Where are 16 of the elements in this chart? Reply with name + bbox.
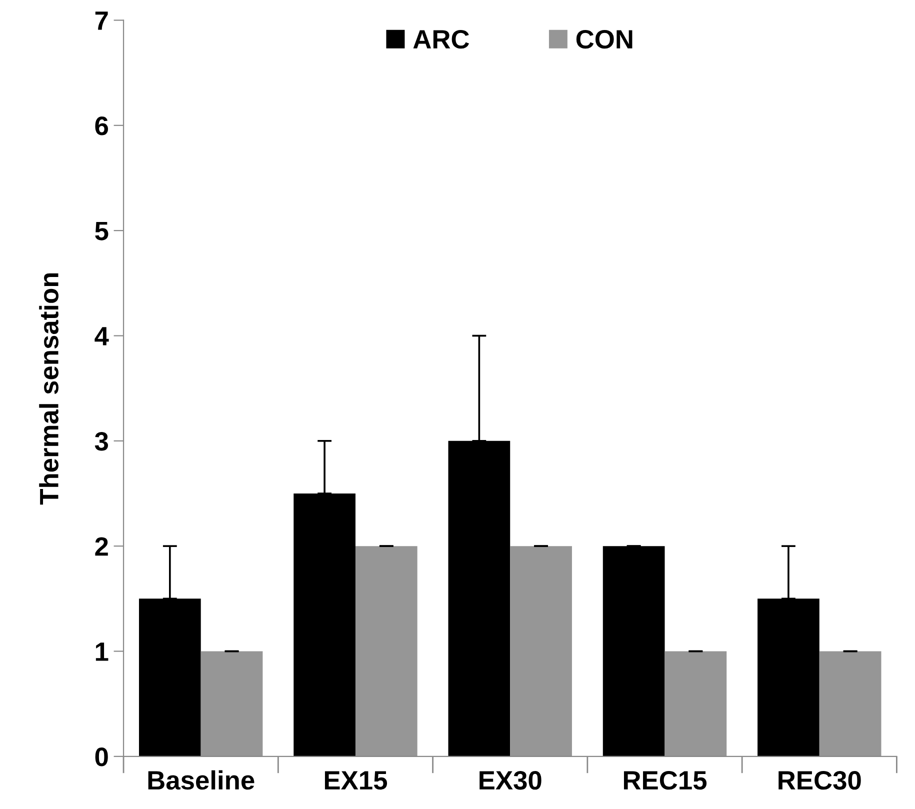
y-tick-label: 1 — [96, 642, 108, 661]
y-tick-label: 0 — [95, 748, 108, 766]
legend-label: CON — [576, 30, 632, 49]
y-tick-label: 4 — [94, 327, 109, 346]
x-tick-label: REC15 — [624, 771, 707, 790]
x-tick-label: EX30 — [480, 771, 542, 790]
y-tick-label: 3 — [94, 432, 108, 451]
y-tick-label: 5 — [95, 222, 108, 240]
x-tick-label: REC30 — [778, 771, 861, 790]
y-tick-label: 6 — [95, 116, 108, 136]
y-tick-label: 2 — [95, 537, 108, 556]
x-tick-label: Baseline — [148, 770, 254, 790]
y-axis-title: Thermal sensation — [39, 273, 58, 505]
legend-label: ARC — [413, 30, 470, 49]
x-tick-label: EX15 — [324, 771, 388, 790]
y-tick-label: 7 — [95, 12, 108, 30]
